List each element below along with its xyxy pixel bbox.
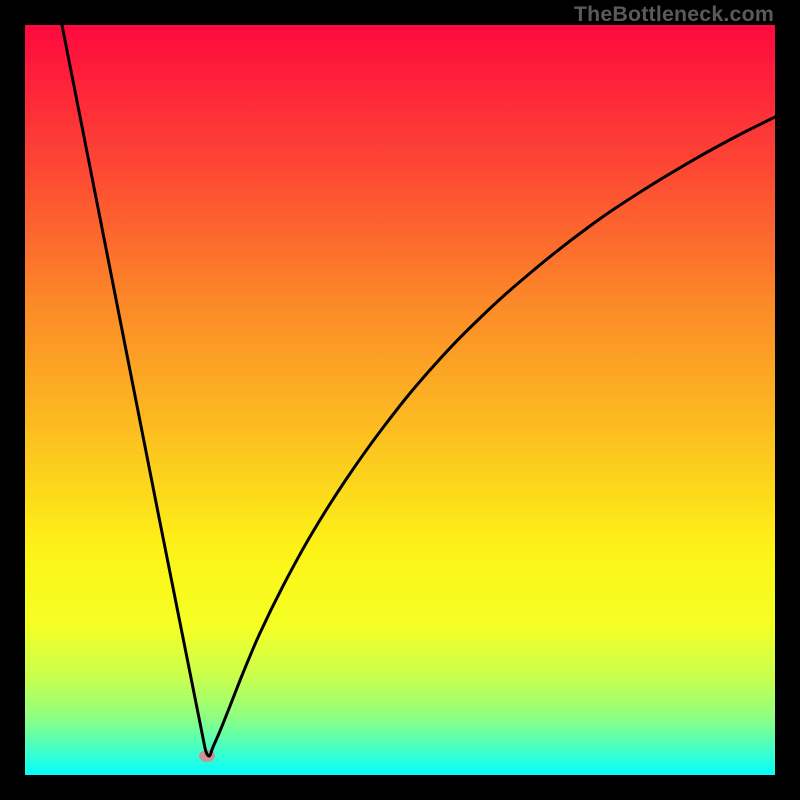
- watermark-text: TheBottleneck.com: [574, 2, 774, 27]
- plot-area: [25, 25, 775, 775]
- bottleneck-curve: [62, 25, 775, 756]
- curve-layer: [25, 25, 775, 775]
- chart-frame: TheBottleneck.com: [0, 0, 800, 800]
